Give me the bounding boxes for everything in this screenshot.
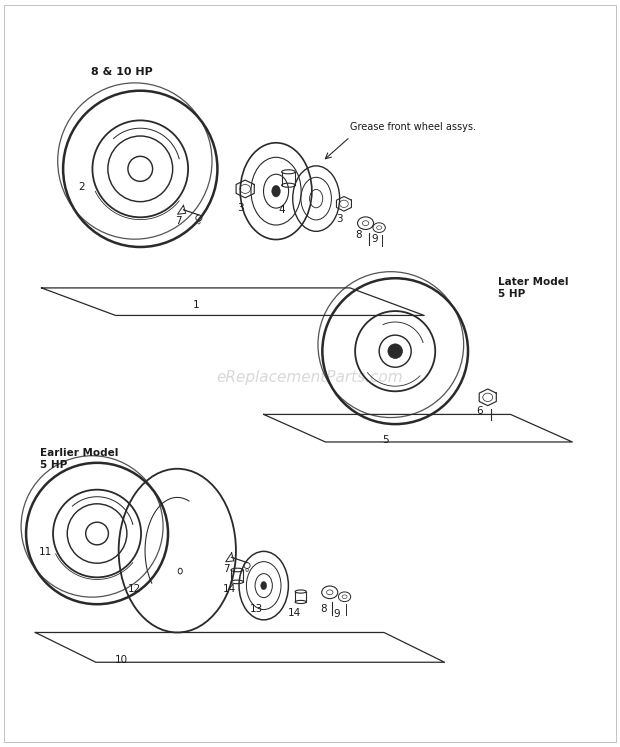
Text: 9: 9 xyxy=(334,609,340,619)
Ellipse shape xyxy=(388,344,402,359)
Text: 8 & 10 HP: 8 & 10 HP xyxy=(91,67,153,77)
Text: 12: 12 xyxy=(128,584,141,595)
Text: 3: 3 xyxy=(336,214,343,223)
Text: 2: 2 xyxy=(78,182,85,193)
Text: 13: 13 xyxy=(250,604,263,615)
Text: 10: 10 xyxy=(115,655,128,665)
Text: 8: 8 xyxy=(355,230,361,240)
Text: 9: 9 xyxy=(371,234,378,244)
Ellipse shape xyxy=(272,185,280,197)
Text: 14: 14 xyxy=(288,608,301,618)
Text: 7: 7 xyxy=(223,564,230,574)
Text: 4: 4 xyxy=(279,205,286,215)
Text: eReplacementParts.com: eReplacementParts.com xyxy=(216,370,404,385)
Text: Later Model
5 HP: Later Model 5 HP xyxy=(498,277,569,299)
Text: 1: 1 xyxy=(192,300,199,310)
Text: 11: 11 xyxy=(39,547,53,557)
Text: 14: 14 xyxy=(223,584,236,595)
Text: 7: 7 xyxy=(175,216,182,226)
Text: Grease front wheel assys.: Grease front wheel assys. xyxy=(350,122,476,131)
Text: 3: 3 xyxy=(237,203,244,214)
Text: 5: 5 xyxy=(382,436,389,445)
Text: 8: 8 xyxy=(321,604,327,615)
Text: 6: 6 xyxy=(476,406,483,416)
Text: Earlier Model
5 HP: Earlier Model 5 HP xyxy=(40,448,118,470)
Ellipse shape xyxy=(261,581,267,589)
